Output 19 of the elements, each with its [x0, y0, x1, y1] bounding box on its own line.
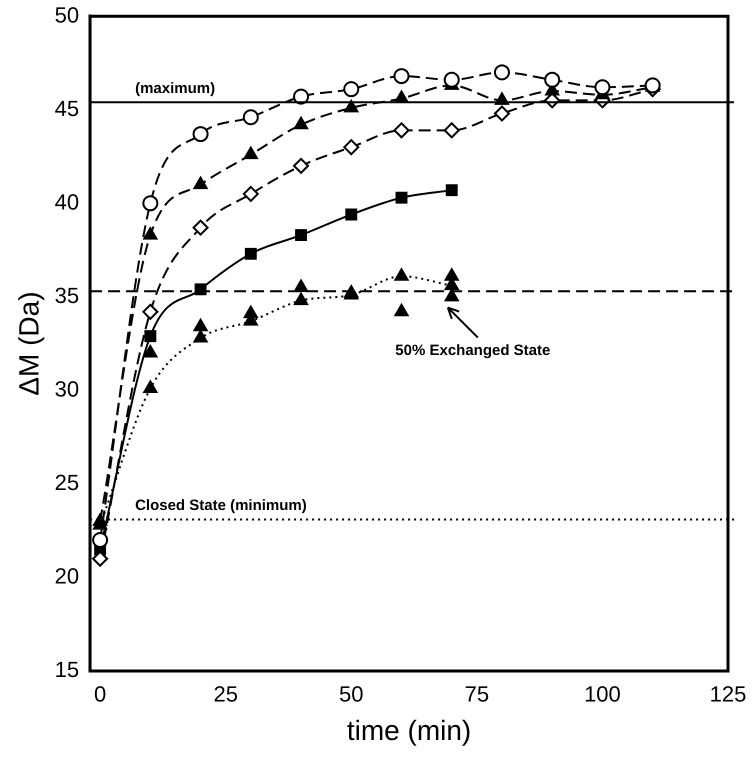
x-tick-label: 25: [213, 681, 238, 706]
y-tick-label: 40: [54, 189, 80, 214]
y-tick-label: 20: [54, 564, 80, 589]
y-tick-label: 15: [54, 657, 80, 682]
x-axis-title: time (min): [346, 714, 472, 746]
x-tick-label: 75: [464, 681, 490, 706]
x-tick-label: 100: [584, 681, 621, 706]
y-tick-label: 35: [54, 282, 80, 308]
annotation: 50% Exchanged State: [395, 342, 550, 360]
x-tick-label: 0: [94, 681, 106, 706]
y-axis-title: ΔM (Da): [14, 291, 45, 396]
y-tick-label: 50: [54, 2, 80, 28]
y-tick-label: 25: [54, 470, 80, 495]
ref-line-label: (maximum): [135, 80, 216, 97]
y-tick-label: 45: [54, 96, 80, 121]
ref-line-label: Closed State (minimum): [135, 497, 307, 514]
x-tick-label: 50: [339, 681, 364, 706]
y-tick-label: 30: [54, 376, 80, 402]
x-tick-label: 125: [710, 681, 746, 706]
